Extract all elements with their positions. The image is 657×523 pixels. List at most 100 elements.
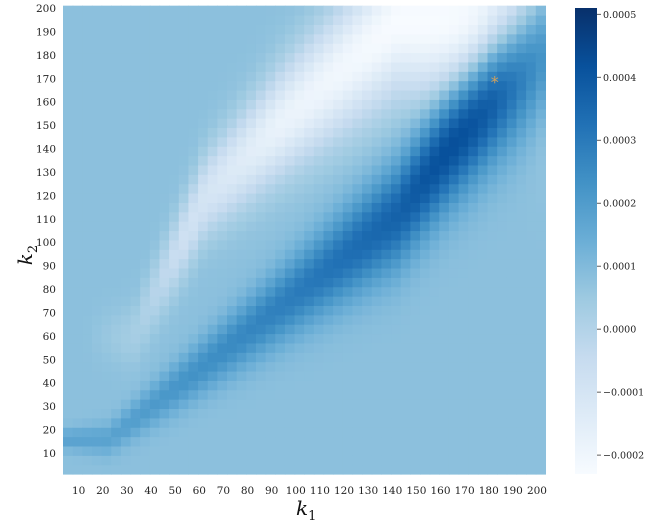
heatmap-cell — [381, 118, 392, 129]
heatmap-cell — [159, 5, 170, 16]
heatmap-cell — [526, 305, 537, 316]
heatmap-cell — [506, 221, 518, 232]
heatmap-cell — [352, 5, 363, 16]
heatmap-cell — [265, 15, 276, 25]
heatmap-cell — [448, 249, 460, 260]
heatmap-cell — [468, 389, 479, 400]
heatmap-cell — [217, 127, 228, 138]
heatmap-cell — [236, 436, 247, 447]
heatmap-cell — [362, 24, 373, 35]
heatmap-cell — [410, 5, 421, 16]
heatmap-cell — [313, 5, 325, 16]
heatmap-cell — [410, 155, 421, 166]
heatmap-cell — [439, 427, 450, 438]
heatmap-cell — [400, 52, 411, 63]
heatmap-cell — [323, 296, 334, 306]
heatmap-cell — [169, 286, 180, 297]
heatmap-cell — [294, 118, 305, 129]
heatmap-cell — [352, 202, 363, 213]
heatmap-cell — [526, 436, 537, 447]
heatmap-cell — [448, 333, 460, 344]
heatmap-cell — [246, 399, 257, 410]
heatmap-cell — [120, 118, 132, 129]
heatmap-cell — [410, 183, 421, 194]
heatmap-cell — [246, 108, 257, 119]
heatmap-cell — [468, 221, 479, 232]
heatmap-cell — [159, 15, 170, 25]
heatmap-cell — [487, 80, 498, 91]
colorbar — [575, 8, 597, 474]
heatmap-cell — [352, 333, 363, 344]
heatmap-cell — [82, 155, 93, 166]
heatmap-cell — [516, 239, 527, 250]
heatmap-cell — [227, 155, 238, 166]
heatmap-cell — [506, 342, 518, 353]
heatmap-cell — [535, 249, 547, 260]
heatmap-cell — [159, 380, 170, 391]
heatmap-cell — [188, 352, 199, 363]
heatmap-cell — [91, 146, 103, 157]
heatmap-cell — [439, 417, 450, 428]
heatmap-cell — [275, 108, 286, 119]
heatmap-cell — [535, 333, 547, 344]
heatmap-cell — [419, 230, 431, 241]
heatmap-cell — [275, 380, 286, 391]
heatmap-cell — [526, 333, 537, 344]
heatmap-cell — [284, 80, 296, 91]
heatmap-cell — [400, 305, 411, 316]
heatmap-cell — [333, 436, 344, 447]
heatmap-cell — [371, 352, 382, 363]
heatmap-cell — [207, 230, 218, 241]
heatmap-cell — [352, 417, 363, 428]
heatmap-cell — [323, 239, 334, 250]
heatmap-cell — [246, 361, 257, 372]
heatmap-cell — [159, 174, 170, 185]
heatmap-cell — [130, 324, 141, 335]
heatmap-cell — [497, 258, 508, 269]
heatmap-cell — [439, 43, 450, 54]
heatmap-cell — [159, 80, 170, 91]
heatmap-cell — [352, 361, 363, 372]
heatmap-cell — [506, 155, 518, 166]
heatmap-cell — [217, 108, 228, 119]
heatmap-cell — [91, 108, 103, 119]
heatmap-cell — [419, 52, 431, 63]
heatmap-cell — [458, 174, 469, 185]
heatmap-cell — [362, 436, 373, 447]
x-tick-label: 70 — [217, 485, 230, 497]
heatmap-cell — [101, 399, 112, 410]
heatmap-cell — [217, 361, 228, 372]
heatmap-cell — [448, 174, 460, 185]
heatmap-cell — [304, 99, 315, 110]
heatmap-cell — [458, 277, 469, 288]
heatmap-cell — [535, 108, 547, 119]
heatmap-cell — [284, 127, 296, 138]
heatmap-cell — [294, 24, 305, 35]
heatmap-cell — [178, 33, 190, 44]
heatmap-cell — [236, 408, 247, 419]
heatmap-cell — [391, 314, 402, 325]
heatmap-cell — [111, 43, 122, 54]
heatmap-cell — [188, 258, 199, 269]
heatmap-cell — [333, 342, 344, 353]
heatmap-cell — [526, 15, 537, 25]
heatmap-cell — [169, 380, 180, 391]
heatmap-cell — [294, 183, 305, 194]
heatmap-cell — [91, 239, 103, 250]
heatmap-cell — [120, 427, 132, 438]
heatmap-cell — [236, 192, 247, 203]
heatmap-cell — [188, 277, 199, 288]
heatmap-cell — [236, 314, 247, 325]
x-tick-label: 190 — [503, 485, 523, 497]
heatmap-cell — [265, 52, 276, 63]
heatmap-cell — [352, 305, 363, 316]
heatmap-cell — [198, 155, 209, 166]
heatmap-cell — [304, 249, 315, 260]
heatmap-cell — [313, 211, 325, 222]
heatmap-cell — [506, 352, 518, 363]
heatmap-cell — [246, 146, 257, 157]
heatmap-cell — [188, 436, 199, 447]
heatmap-cell — [275, 399, 286, 410]
heatmap-cell — [198, 370, 209, 381]
heatmap-cell — [284, 71, 296, 82]
